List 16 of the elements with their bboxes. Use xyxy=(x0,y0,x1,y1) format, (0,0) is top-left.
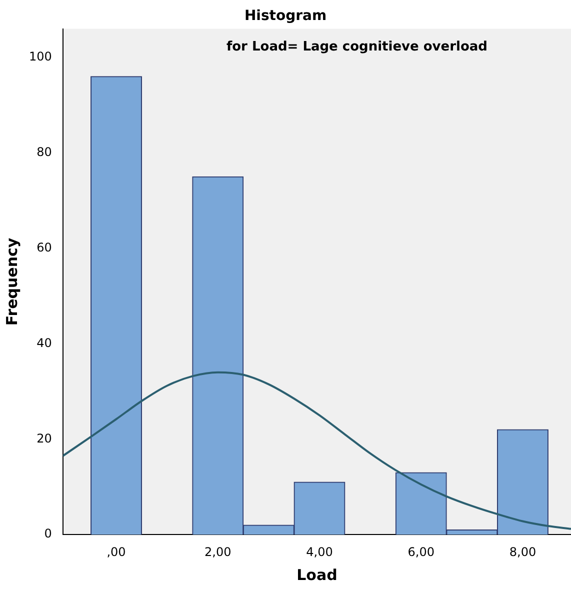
y-tick-label: 100 xyxy=(29,50,52,64)
y-tick-label: 0 xyxy=(44,526,52,541)
line-series xyxy=(62,371,571,530)
x-tick-label: 8,00 xyxy=(509,544,536,559)
x-tick-label: ,00 xyxy=(106,544,126,559)
y-axis-title: Frequency xyxy=(2,238,21,326)
y-tick-label: 80 xyxy=(36,144,52,159)
y-tick-label: 20 xyxy=(36,431,52,446)
text: for Load= Lage cognitieve overload xyxy=(226,40,488,55)
y-tick-label: 60 xyxy=(36,240,52,254)
x-axis-title: Load xyxy=(296,566,338,584)
x-tick-label: 6,00 xyxy=(408,544,434,559)
y-tick-label: 40 xyxy=(36,336,52,350)
x-tick-label: 4,00 xyxy=(306,544,333,559)
x-tick-label: 2,00 xyxy=(204,544,232,559)
chart-title: Histogram xyxy=(244,8,327,24)
